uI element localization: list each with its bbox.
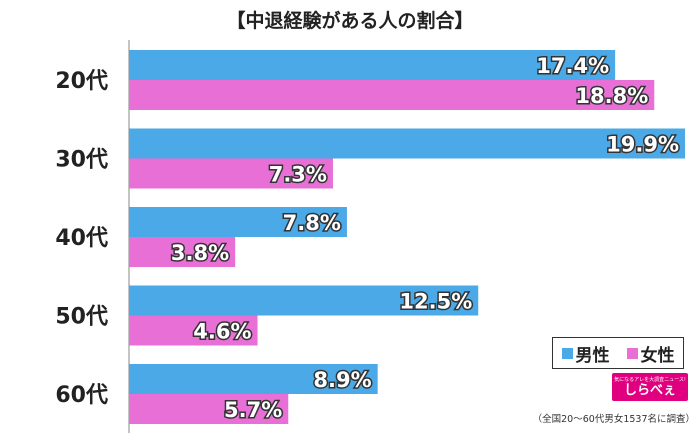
legend: 男性 女性 xyxy=(552,337,684,369)
data-label: 3.8% xyxy=(171,241,229,265)
legend-swatch-male xyxy=(561,347,573,359)
bar-female xyxy=(129,158,333,189)
category-label: 40代 xyxy=(55,226,108,251)
bar-female xyxy=(129,394,289,424)
bar-female xyxy=(129,237,236,267)
bar-male xyxy=(129,207,347,237)
bar-male xyxy=(129,128,685,159)
bar-female xyxy=(129,315,258,346)
data-label: 4.6% xyxy=(193,320,251,344)
legend-item-male: 男性 xyxy=(561,341,610,366)
data-label: 17.4% xyxy=(536,54,609,78)
data-label: 5.7% xyxy=(224,398,282,422)
data-label: 8.9% xyxy=(313,368,371,392)
legend-item-female: 女性 xyxy=(626,341,675,366)
data-label: 19.9% xyxy=(606,133,679,157)
category-label: 50代 xyxy=(55,305,108,330)
site-logo: 気になるアレを大調査ニュース! しらべぇ xyxy=(612,373,688,401)
data-label: 7.8% xyxy=(283,211,341,235)
data-label: 18.8% xyxy=(575,84,648,108)
logo-tagline: 気になるアレを大調査ニュース! xyxy=(614,376,686,383)
data-label: 7.3% xyxy=(269,163,327,187)
category-label: 30代 xyxy=(55,148,108,173)
data-label: 12.5% xyxy=(399,290,472,314)
category-label: 60代 xyxy=(55,383,108,408)
legend-label-male: 男性 xyxy=(575,345,610,366)
survey-footnote: （全国20〜60代男女1537名に調査） xyxy=(532,414,695,425)
bar-male xyxy=(129,285,479,316)
bar-female xyxy=(129,80,655,110)
bar-male xyxy=(129,364,378,394)
logo-name: しらべぇ xyxy=(623,382,676,398)
legend-label-female: 女性 xyxy=(640,345,675,366)
category-label: 20代 xyxy=(55,69,108,94)
chart-title: 【中退経験がある人の割合】 xyxy=(226,10,474,32)
bar-male xyxy=(129,50,616,80)
legend-swatch-female xyxy=(626,347,638,359)
